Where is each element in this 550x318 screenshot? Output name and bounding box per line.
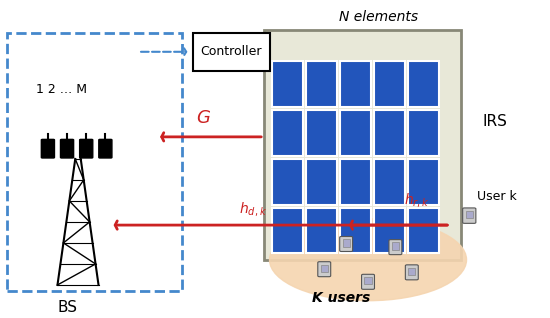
FancyBboxPatch shape (340, 237, 353, 252)
FancyBboxPatch shape (272, 110, 304, 156)
Text: N elements: N elements (339, 10, 419, 24)
FancyBboxPatch shape (340, 208, 371, 253)
FancyBboxPatch shape (41, 139, 54, 158)
Text: K users: K users (311, 291, 370, 305)
FancyBboxPatch shape (318, 262, 331, 277)
FancyBboxPatch shape (463, 208, 476, 223)
Text: $\mathbf{\it{G}}$: $\mathbf{\it{G}}$ (196, 109, 211, 128)
FancyBboxPatch shape (374, 110, 405, 156)
Text: IRS: IRS (483, 114, 508, 128)
Text: $\mathbf{\it{h}}_{d,k}$: $\mathbf{\it{h}}_{d,k}$ (239, 200, 267, 218)
FancyBboxPatch shape (408, 110, 439, 156)
FancyBboxPatch shape (193, 33, 270, 71)
Text: User k: User k (477, 190, 517, 203)
Text: 1 2 … M: 1 2 … M (36, 83, 87, 96)
FancyBboxPatch shape (408, 61, 439, 107)
FancyBboxPatch shape (389, 240, 402, 255)
FancyBboxPatch shape (306, 208, 337, 253)
FancyBboxPatch shape (99, 139, 112, 158)
FancyBboxPatch shape (408, 159, 439, 204)
Text: Controller: Controller (200, 45, 262, 58)
FancyBboxPatch shape (465, 211, 473, 218)
FancyBboxPatch shape (340, 110, 371, 156)
FancyBboxPatch shape (321, 265, 328, 272)
FancyBboxPatch shape (264, 30, 461, 260)
FancyBboxPatch shape (340, 61, 371, 107)
FancyBboxPatch shape (343, 239, 350, 246)
FancyBboxPatch shape (374, 208, 405, 253)
FancyBboxPatch shape (272, 61, 304, 107)
FancyBboxPatch shape (405, 265, 418, 280)
FancyBboxPatch shape (306, 61, 337, 107)
FancyBboxPatch shape (408, 268, 415, 275)
FancyBboxPatch shape (392, 243, 399, 250)
FancyBboxPatch shape (272, 159, 304, 204)
FancyBboxPatch shape (374, 61, 405, 107)
FancyBboxPatch shape (408, 208, 439, 253)
FancyBboxPatch shape (374, 159, 405, 204)
Text: $\mathbf{\it{h}}_{r,k}$: $\mathbf{\it{h}}_{r,k}$ (404, 191, 430, 209)
Ellipse shape (270, 219, 466, 301)
FancyBboxPatch shape (272, 208, 304, 253)
FancyBboxPatch shape (306, 110, 337, 156)
FancyBboxPatch shape (340, 159, 371, 204)
FancyBboxPatch shape (306, 159, 337, 204)
FancyBboxPatch shape (361, 274, 375, 289)
FancyBboxPatch shape (365, 277, 372, 284)
FancyBboxPatch shape (80, 139, 93, 158)
FancyBboxPatch shape (60, 139, 74, 158)
Text: BS: BS (57, 300, 77, 315)
